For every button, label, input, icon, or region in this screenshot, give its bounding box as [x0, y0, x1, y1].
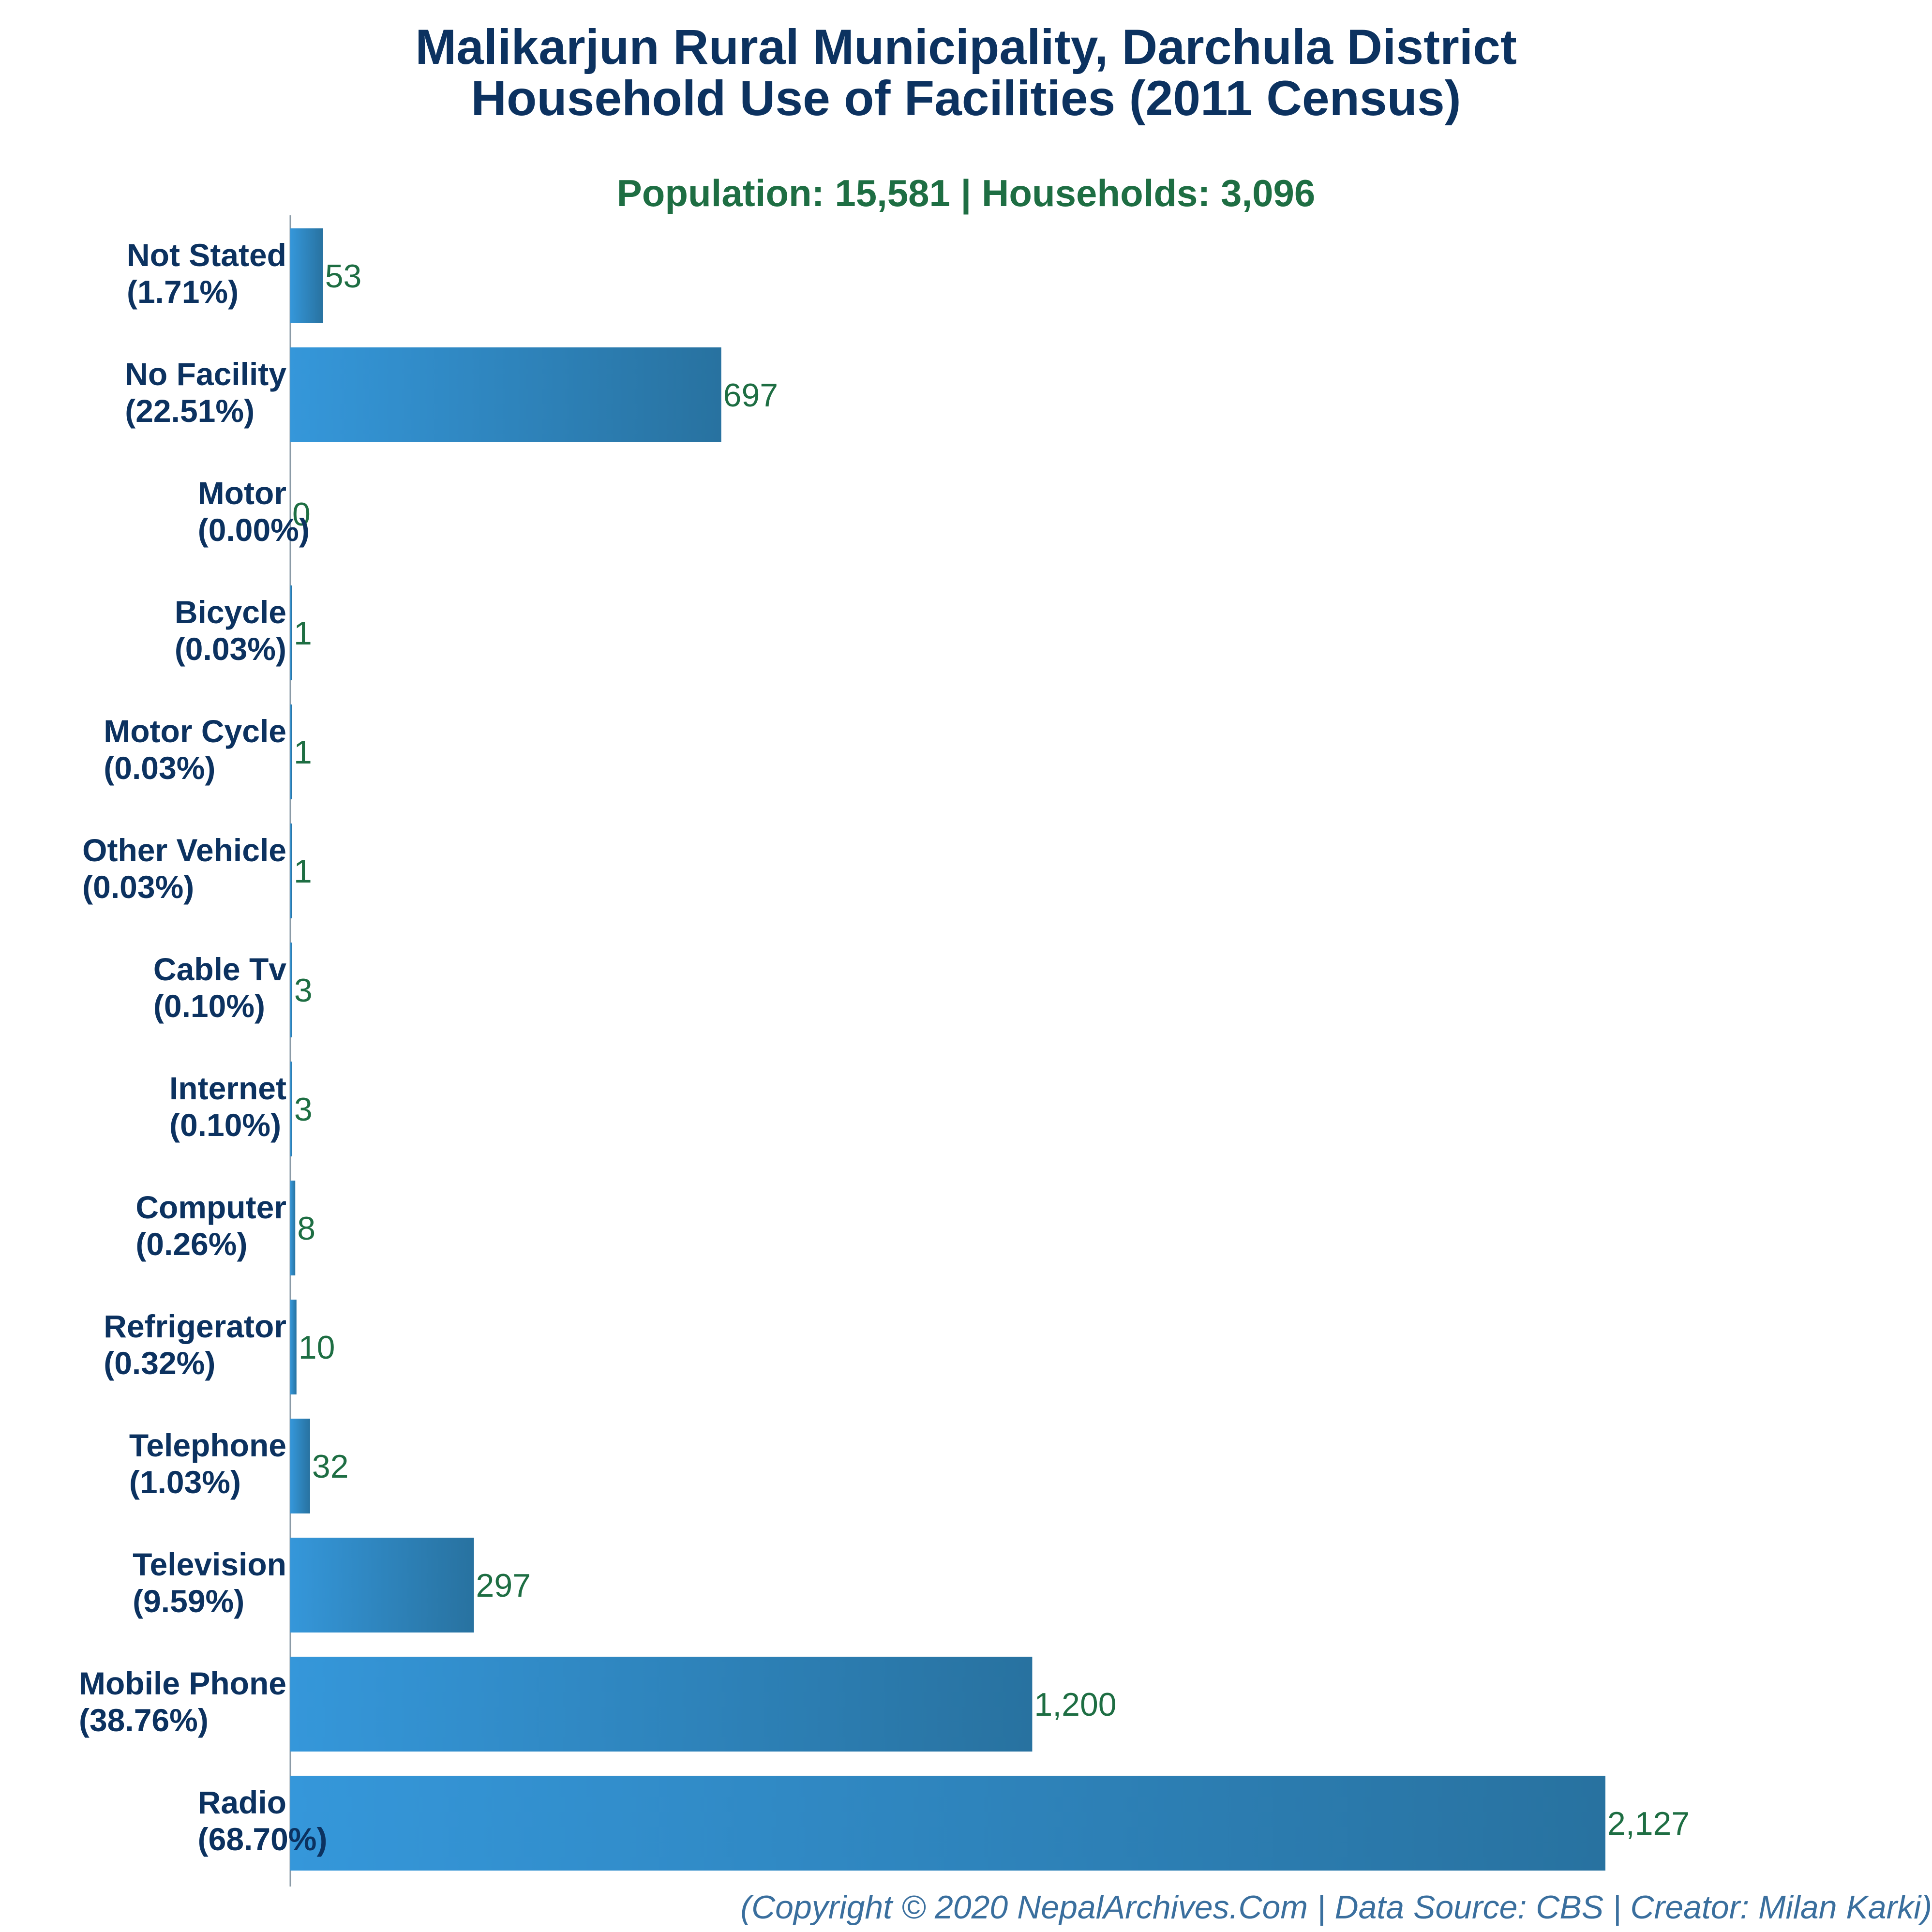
bar	[290, 943, 292, 1037]
category-label: Radio	[198, 1784, 286, 1820]
chart-footer: (Copyright © 2020 NepalArchives.Com | Da…	[740, 1889, 1932, 1926]
category-percent-label: (22.51%)	[125, 393, 255, 429]
bar	[290, 1776, 1605, 1871]
data-label: 1	[294, 853, 312, 890]
data-label: 2,127	[1607, 1805, 1690, 1842]
data-label: 3	[294, 1091, 313, 1128]
bar	[290, 347, 721, 442]
category-percent-label: (0.10%)	[169, 1107, 281, 1143]
bar	[290, 1538, 474, 1632]
category-label: Computer	[135, 1189, 286, 1225]
category-percent-label: (0.03%)	[175, 631, 286, 667]
category-label: Television	[133, 1546, 286, 1582]
category-percent-label: (9.59%)	[133, 1583, 244, 1619]
data-label: 1	[294, 734, 312, 771]
category-label: Telephone	[129, 1427, 286, 1463]
category-percent-label: (1.03%)	[129, 1464, 241, 1500]
bar	[290, 585, 292, 680]
category-percent-label: (0.03%)	[104, 750, 215, 786]
data-label: 1	[294, 615, 312, 652]
data-label: 0	[292, 496, 311, 533]
category-percent-label: (0.00%)	[198, 512, 310, 548]
data-label: 10	[299, 1329, 335, 1366]
category-label: Motor	[198, 475, 286, 511]
bar	[290, 1181, 296, 1275]
data-label: 32	[312, 1448, 349, 1485]
bar	[290, 228, 323, 323]
category-percent-label: (38.76%)	[79, 1702, 209, 1738]
category-label: Internet	[169, 1070, 286, 1106]
category-percent-label: (0.32%)	[104, 1345, 215, 1381]
chart-title-line1: Malikarjun Rural Municipality, Darchula …	[415, 19, 1517, 75]
bar	[290, 824, 292, 918]
category-label: Cable Tv	[153, 951, 286, 987]
data-label: 697	[723, 377, 778, 414]
category-percent-label: (68.70%)	[198, 1821, 328, 1857]
category-label: Bicycle	[175, 594, 286, 630]
category-label: Mobile Phone	[79, 1665, 286, 1701]
chart-title-line2: Household Use of Facilities (2011 Census…	[471, 71, 1461, 126]
chart-subtitle: Population: 15,581 | Households: 3,096	[616, 172, 1316, 214]
category-label: Not Stated	[127, 237, 286, 273]
category-percent-label: (0.03%)	[82, 869, 194, 905]
data-label: 3	[294, 972, 313, 1009]
bar	[290, 704, 292, 799]
category-label: Other Vehicle	[82, 832, 286, 868]
data-label: 1,200	[1034, 1686, 1116, 1723]
data-label: 53	[325, 258, 362, 295]
category-percent-label: (0.10%)	[153, 988, 265, 1024]
category-percent-label: (1.71%)	[127, 274, 239, 310]
category-percent-label: (0.26%)	[135, 1226, 247, 1262]
data-label: 8	[297, 1210, 315, 1247]
bar	[290, 1062, 292, 1156]
category-label: Refrigerator	[104, 1308, 286, 1344]
category-label: Motor Cycle	[104, 713, 286, 749]
bar	[290, 1657, 1033, 1752]
bar	[290, 1419, 310, 1513]
data-label: 297	[476, 1567, 531, 1604]
category-label: No Facility	[125, 356, 286, 392]
bar	[290, 1300, 297, 1394]
